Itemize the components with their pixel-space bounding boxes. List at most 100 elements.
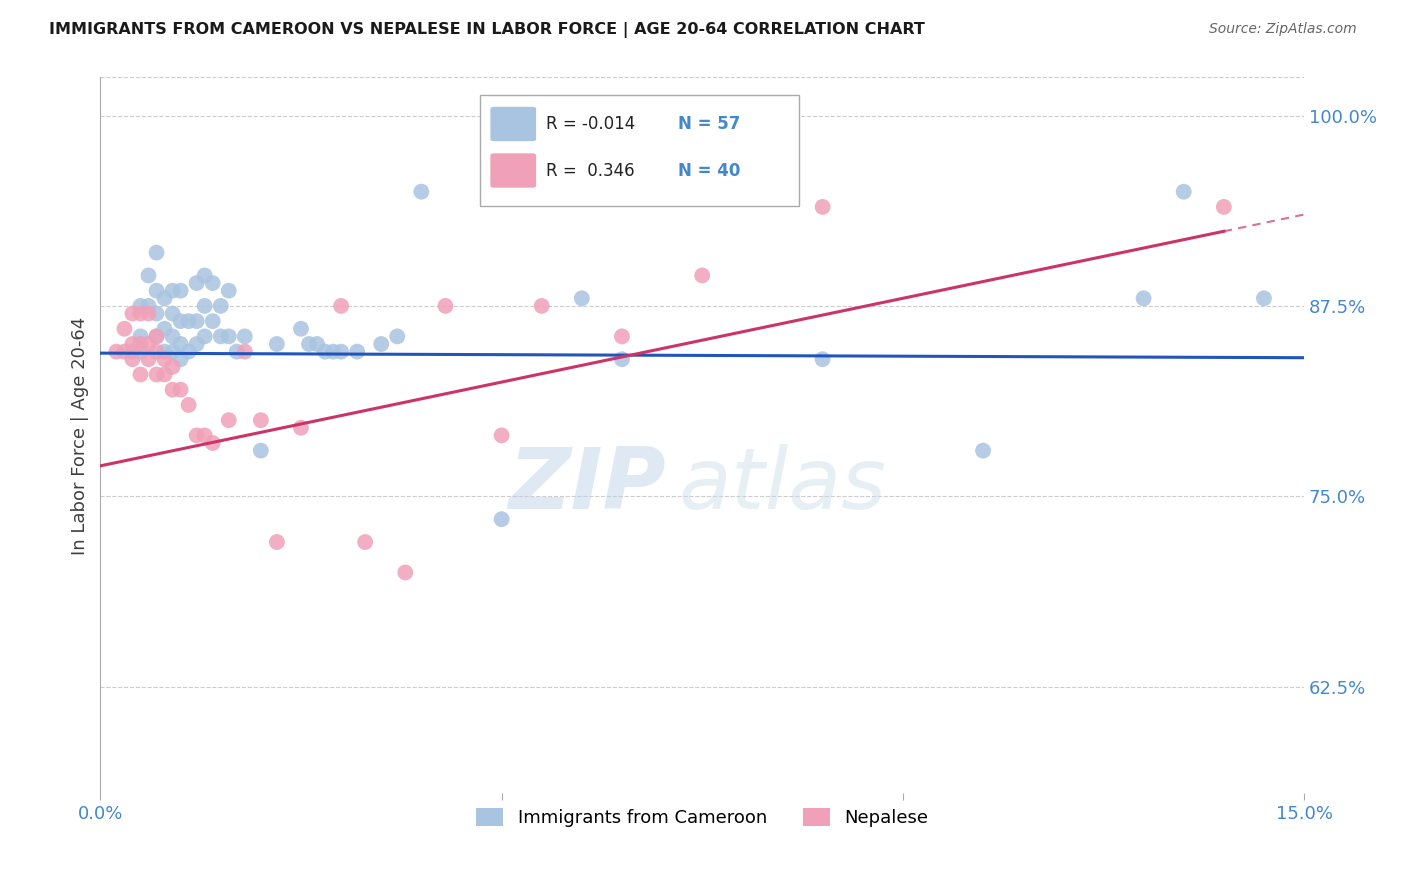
Point (186, 337, 208, 351)
Point (145, 368, 167, 382)
Point (1253, 291, 1275, 305)
Point (290, 322, 312, 336)
Point (571, 291, 593, 305)
Text: ZIP: ZIP (509, 444, 666, 527)
Point (105, 344, 128, 359)
Point (145, 329, 167, 343)
Point (145, 245, 167, 260)
Point (169, 337, 191, 351)
Point (266, 337, 288, 351)
Point (610, 352, 633, 367)
Point (394, 566, 416, 580)
Point (129, 306, 152, 320)
Point (218, 284, 240, 298)
Point (138, 352, 160, 367)
Point (811, 352, 834, 367)
Point (112, 322, 135, 336)
Point (186, 276, 208, 290)
Point (218, 329, 240, 343)
Point (138, 268, 160, 283)
Point (162, 359, 184, 374)
Point (491, 512, 513, 526)
Text: IMMIGRANTS FROM CAMEROON VS NEPALESE IN LABOR FORCE | AGE 20-64 CORRELATION CHAR: IMMIGRANTS FROM CAMEROON VS NEPALESE IN … (49, 22, 925, 38)
Point (129, 344, 152, 359)
Point (1212, 200, 1234, 214)
Point (530, 185, 553, 199)
Point (209, 329, 232, 343)
Point (153, 322, 176, 336)
Point (121, 352, 143, 367)
Text: Source: ZipAtlas.com: Source: ZipAtlas.com (1209, 22, 1357, 37)
Point (411, 185, 433, 199)
Point (145, 284, 167, 298)
Point (162, 329, 184, 343)
Point (129, 329, 152, 343)
Point (186, 314, 208, 328)
Point (162, 306, 184, 320)
Point (225, 344, 247, 359)
Point (346, 344, 368, 359)
Point (250, 443, 273, 458)
Point (169, 314, 191, 328)
Point (153, 344, 176, 359)
Point (266, 535, 288, 549)
Point (169, 352, 191, 367)
FancyBboxPatch shape (491, 153, 536, 187)
Point (233, 329, 256, 343)
Point (610, 329, 633, 343)
Point (169, 284, 191, 298)
Point (972, 443, 994, 458)
Point (690, 268, 713, 283)
Point (290, 421, 312, 435)
Point (129, 368, 152, 382)
Point (145, 306, 167, 320)
Point (201, 276, 224, 290)
Point (138, 306, 160, 320)
Point (354, 535, 377, 549)
Point (811, 200, 834, 214)
Point (162, 284, 184, 298)
Point (1132, 291, 1154, 305)
Point (129, 337, 152, 351)
Point (121, 306, 143, 320)
Point (330, 299, 353, 313)
Point (209, 299, 232, 313)
Point (153, 368, 176, 382)
Point (177, 398, 200, 412)
Point (330, 344, 353, 359)
Point (177, 314, 200, 328)
Point (314, 344, 336, 359)
Point (250, 413, 273, 427)
Point (387, 329, 409, 343)
Text: R = -0.014: R = -0.014 (546, 115, 636, 133)
Point (530, 299, 553, 313)
Point (298, 337, 321, 351)
Point (153, 352, 176, 367)
Point (218, 413, 240, 427)
FancyBboxPatch shape (479, 95, 799, 206)
Point (194, 268, 217, 283)
Text: R =  0.346: R = 0.346 (546, 161, 634, 179)
Text: atlas: atlas (678, 444, 886, 527)
Point (194, 329, 217, 343)
Point (138, 299, 160, 313)
Point (162, 383, 184, 397)
Legend: Immigrants from Cameroon, Nepalese: Immigrants from Cameroon, Nepalese (468, 801, 935, 834)
Point (153, 291, 176, 305)
Point (129, 299, 152, 313)
Point (434, 299, 457, 313)
Y-axis label: In Labor Force | Age 20-64: In Labor Force | Age 20-64 (72, 317, 89, 555)
Point (177, 344, 200, 359)
Point (145, 329, 167, 343)
Point (491, 428, 513, 442)
Point (186, 428, 208, 442)
Point (112, 344, 135, 359)
Point (145, 344, 167, 359)
Text: N = 57: N = 57 (678, 115, 741, 133)
Point (194, 428, 217, 442)
Point (370, 337, 392, 351)
Point (305, 337, 328, 351)
Point (201, 436, 224, 450)
Point (138, 337, 160, 351)
Point (169, 383, 191, 397)
